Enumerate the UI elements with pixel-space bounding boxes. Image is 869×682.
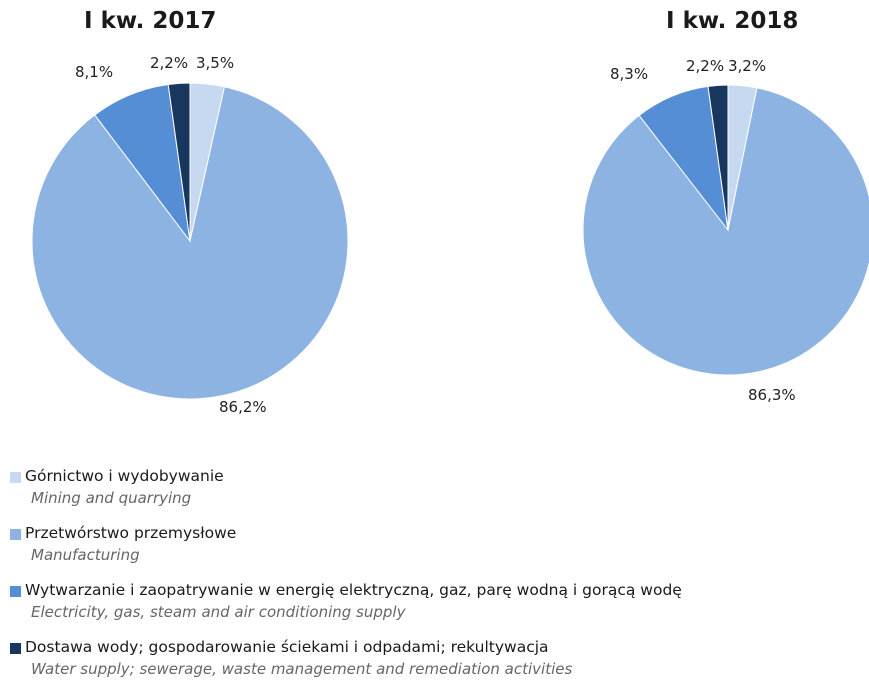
legend-swatch <box>10 529 21 540</box>
legend-label-pl: Górnictwo i wydobywanie <box>25 467 224 485</box>
chart-title: I kw. 2017 <box>84 8 217 34</box>
pie-chart-2018: I kw. 2018 3,2% 86,3% 8,3% 2,2% <box>530 0 869 440</box>
slice-water-supply <box>167 82 191 242</box>
legend-swatch <box>10 643 21 654</box>
slice-water-supply <box>707 84 729 231</box>
slice-manufacturing-label: 86,3% <box>748 386 796 404</box>
slice-manufacturing <box>31 86 349 400</box>
chart-title: I kw. 2018 <box>666 8 799 34</box>
slice-water-supply-label: 2,2% <box>686 57 724 75</box>
slice-mining-label: 3,2% <box>728 57 766 75</box>
slice-mining-label: 3,5% <box>196 54 234 72</box>
pie-plot-2017: 3,5% 86,2% 8,1% 2,2% <box>31 54 349 416</box>
legend-label-en: Mining and quarrying <box>31 489 192 507</box>
legend-swatch <box>10 586 21 597</box>
pie-plot-2018: 3,2% 86,3% 8,3% 2,2% <box>582 57 869 404</box>
slice-water-supply-label: 2,2% <box>150 54 188 72</box>
legend-label-pl: Wytwarzanie i zaopatrywanie w energię el… <box>25 581 682 599</box>
slice-electricity-label: 8,3% <box>610 65 648 83</box>
slice-electricity-label: 8,1% <box>75 63 113 81</box>
slice-manufacturing-label: 86,2% <box>219 398 267 416</box>
legend-label-en: Manufacturing <box>31 546 140 564</box>
legend-label-en: Water supply; sewerage, waste management… <box>31 660 573 678</box>
legend-label-en: Electricity, gas, steam and air conditio… <box>31 603 406 621</box>
legend-label-pl: Dostawa wody; gospodarowanie ściekami i … <box>25 638 549 656</box>
slice-manufacturing <box>582 87 869 376</box>
pie-chart-2017: I kw. 2017 3,5% 86,2% 8,1% 2,2% <box>0 0 400 440</box>
legend-swatch <box>10 472 21 483</box>
legend-label-pl: Przetwórstwo przemysłowe <box>25 524 237 542</box>
